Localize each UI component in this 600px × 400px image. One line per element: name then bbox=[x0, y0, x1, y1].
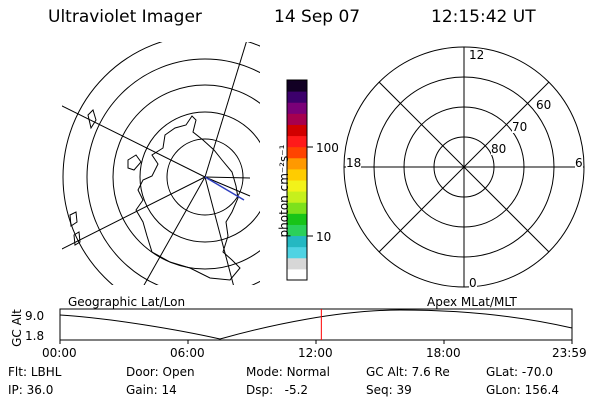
xtick-2359: 23:59 bbox=[552, 346, 587, 360]
viewing-direction-line bbox=[204, 176, 245, 201]
info-gcalt: GC Alt: 7.6 Re bbox=[366, 365, 450, 379]
info-glon: GLon: 156.4 bbox=[486, 383, 559, 397]
instrument-title: Ultraviolet Imager bbox=[48, 7, 202, 27]
color-bar-frame bbox=[286, 79, 308, 281]
xtick-0600: 06:00 bbox=[170, 346, 205, 360]
lat-label-80: 80 bbox=[491, 142, 507, 156]
color-swatch bbox=[287, 146, 307, 159]
color-swatch bbox=[287, 124, 307, 137]
mlt-label-12: 12 bbox=[469, 48, 485, 62]
gc-alt-ylabel: GC Alt bbox=[10, 309, 24, 347]
color-swatch bbox=[287, 202, 307, 214]
info-mode: Mode: Normal bbox=[246, 365, 330, 379]
info-dsp: Dsp: -5.2 bbox=[246, 383, 309, 397]
color-swatch bbox=[287, 135, 307, 148]
color-swatch bbox=[287, 191, 307, 203]
color-swatch bbox=[287, 168, 307, 181]
color-bar-swatches bbox=[287, 80, 307, 281]
color-swatch bbox=[287, 113, 307, 125]
gc-alt-curve bbox=[59, 309, 573, 340]
geographic-grid bbox=[62, 42, 260, 285]
date-label: 14 Sep 07 bbox=[274, 7, 361, 27]
color-swatch bbox=[287, 80, 307, 92]
xtick-1800: 18:00 bbox=[426, 346, 461, 360]
info-door: Door: Open bbox=[126, 365, 195, 379]
color-tick-label-100: 100 bbox=[316, 141, 339, 155]
color-swatch bbox=[287, 180, 307, 192]
color-swatch bbox=[287, 257, 307, 270]
info-seq: Seq: 39 bbox=[366, 383, 412, 397]
time-label: 12:15:42 UT bbox=[431, 7, 536, 27]
apex-label: Apex MLat/MLT bbox=[427, 295, 517, 309]
info-ip: IP: 36.0 bbox=[8, 383, 54, 397]
gc-alt-ytick-bottom: 1.8 bbox=[25, 329, 45, 343]
mlt-label-0: 0 bbox=[469, 276, 477, 290]
color-swatch bbox=[287, 102, 307, 114]
gc-alt-frame bbox=[59, 308, 573, 341]
color-swatch bbox=[287, 157, 307, 170]
color-swatch bbox=[287, 91, 307, 103]
info-gain: Gain: 14 bbox=[126, 383, 177, 397]
xtick-0000: 00:00 bbox=[42, 346, 77, 360]
gc-alt-ytick-top: 9.0 bbox=[25, 309, 45, 323]
gc-alt-xticks bbox=[59, 340, 573, 344]
color-swatch bbox=[287, 268, 307, 281]
color-swatch bbox=[287, 213, 307, 225]
color-tick-label-10: 10 bbox=[316, 230, 332, 244]
mlt-diagonal-2 bbox=[378, 81, 550, 253]
info-glat: GLat: -70.0 bbox=[486, 365, 553, 379]
mlt-label-18: 18 bbox=[346, 156, 362, 170]
geographic-label: Geographic Lat/Lon bbox=[68, 295, 186, 309]
color-swatch bbox=[287, 235, 307, 248]
xtick-1200: 12:00 bbox=[298, 346, 333, 360]
color-swatch bbox=[287, 246, 307, 259]
lat-label-60: 60 bbox=[536, 98, 552, 112]
color-swatch bbox=[287, 224, 307, 237]
info-flt: Flt: LBHL bbox=[8, 365, 62, 379]
lat-label-70: 70 bbox=[512, 120, 528, 134]
mlt-label-6: 6 bbox=[575, 156, 583, 170]
